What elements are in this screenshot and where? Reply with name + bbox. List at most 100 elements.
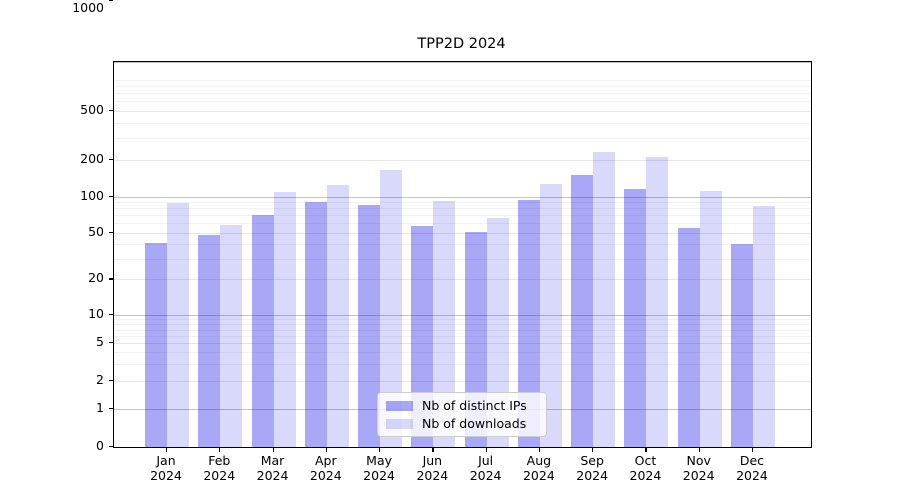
gridline-minor <box>114 79 811 81</box>
bar-distinct-ips-oct <box>624 189 647 447</box>
x-tick-mark <box>485 447 487 452</box>
bar-downloads-may <box>380 170 403 447</box>
bar-distinct-ips-mar <box>251 214 274 447</box>
bar-downloads-oct <box>646 157 669 447</box>
gridline-major <box>114 62 811 63</box>
legend-label-distinct-ips: Nb of distinct IPs <box>422 398 527 413</box>
bar-downloads-jun <box>433 200 456 447</box>
y-tick-label: 100 <box>80 188 104 203</box>
gridline <box>114 232 811 234</box>
bar-distinct-ips-aug <box>517 200 540 447</box>
y-tick-mark <box>109 314 113 316</box>
gridline-minor <box>114 138 811 140</box>
gridline-minor <box>114 101 811 103</box>
gridline-minor <box>114 215 811 217</box>
bar-downloads-dec <box>752 205 775 447</box>
x-tick-label: Dec 2024 <box>736 453 768 483</box>
gridline-minor <box>114 319 811 321</box>
x-tick-label: Aug 2024 <box>522 453 555 483</box>
y-tick-label: 10 <box>88 306 104 321</box>
y-tick-label: 50 <box>88 223 104 239</box>
gridline <box>114 343 811 345</box>
y-tick-mark <box>109 342 113 344</box>
x-tick-mark <box>645 447 647 452</box>
plot-area <box>113 61 812 448</box>
x-tick-mark <box>592 447 594 452</box>
bar-distinct-ips-jun <box>411 225 434 447</box>
legend-swatch-downloads <box>386 418 413 429</box>
x-tick-label: Nov 2024 <box>682 453 715 483</box>
x-tick-mark <box>166 447 168 452</box>
bar-distinct-ips-feb <box>198 234 221 447</box>
gridline-minor <box>114 335 811 337</box>
bar-distinct-ips-jan <box>145 242 167 447</box>
x-tick-mark <box>272 447 274 452</box>
bar-downloads-jul <box>486 217 509 447</box>
x-tick-mark <box>751 447 754 452</box>
x-tick-mark <box>219 447 221 452</box>
gridline <box>114 159 811 161</box>
y-tick-mark <box>109 408 113 410</box>
y-tick-label: 5 <box>96 334 104 350</box>
gridline-major <box>114 315 811 316</box>
y-tick-mark <box>109 0 113 2</box>
gridline-minor <box>114 85 811 87</box>
x-tick-mark <box>325 447 327 452</box>
gridline-minor <box>114 208 811 210</box>
bar-distinct-ips-nov <box>677 227 700 447</box>
x-tick-label: Sep 2024 <box>576 453 609 483</box>
gridline-minor <box>114 258 811 260</box>
x-tick-label: Jun 2024 <box>416 453 449 483</box>
bar-downloads-jan <box>167 202 189 447</box>
bar-downloads-aug <box>539 184 562 447</box>
y-tick-mark <box>109 231 113 233</box>
x-tick-label: May 2024 <box>363 453 395 483</box>
y-tick-label: 1 <box>96 400 104 415</box>
bar-downloads-feb <box>220 224 243 447</box>
y-tick-label: 500 <box>80 102 104 118</box>
gridline-minor <box>114 122 811 124</box>
y-tick-mark <box>109 110 113 112</box>
legend-swatch-distinct-ips <box>386 400 413 411</box>
legend-item-downloads: Nb of downloads <box>386 416 538 431</box>
y-tick-mark <box>109 196 113 198</box>
gridline-minor <box>114 223 811 225</box>
legend: Nb of distinct IPs Nb of downloads <box>377 392 547 437</box>
gridline <box>114 111 811 113</box>
gridline-major <box>114 197 811 198</box>
y-tick-mark <box>109 445 113 447</box>
x-tick-mark <box>432 447 434 452</box>
y-tick-label: 1000 <box>72 0 104 15</box>
x-tick-label: Apr 2024 <box>309 453 342 483</box>
bar-distinct-ips-may <box>358 204 381 447</box>
x-tick-mark <box>538 447 541 452</box>
y-tick-mark <box>109 158 113 161</box>
bar-distinct-ips-dec <box>730 243 753 447</box>
gridline-minor <box>114 324 811 326</box>
x-tick-mark <box>379 447 381 452</box>
x-tick-mark <box>698 447 700 452</box>
gridline <box>114 380 811 382</box>
gridline-minor <box>114 243 811 245</box>
bar-downloads-sep <box>593 152 616 447</box>
x-tick-label: Feb 2024 <box>203 453 236 483</box>
bar-downloads-apr <box>326 184 349 447</box>
x-tick-label: Jan 2024 <box>150 453 182 483</box>
y-tick-label: 2 <box>96 371 104 387</box>
y-tick-mark <box>109 278 113 280</box>
y-tick-label: 0 <box>96 437 104 453</box>
gridline-minor <box>114 364 811 366</box>
bar-distinct-ips-apr <box>304 201 327 447</box>
bar-downloads-mar <box>273 191 296 447</box>
gridline-minor <box>114 352 811 354</box>
gridline-minor <box>114 93 811 95</box>
y-tick-mark <box>109 379 113 381</box>
y-tick-label: 20 <box>88 270 104 286</box>
chart-title: TPP2D 2024 <box>417 36 506 52</box>
x-tick-label: Mar 2024 <box>256 453 289 483</box>
legend-label-downloads: Nb of downloads <box>422 416 527 431</box>
legend-item-distinct-ips: Nb of distinct IPs <box>386 398 538 413</box>
gridline-minor <box>114 202 811 204</box>
bar-distinct-ips-sep <box>571 174 594 447</box>
